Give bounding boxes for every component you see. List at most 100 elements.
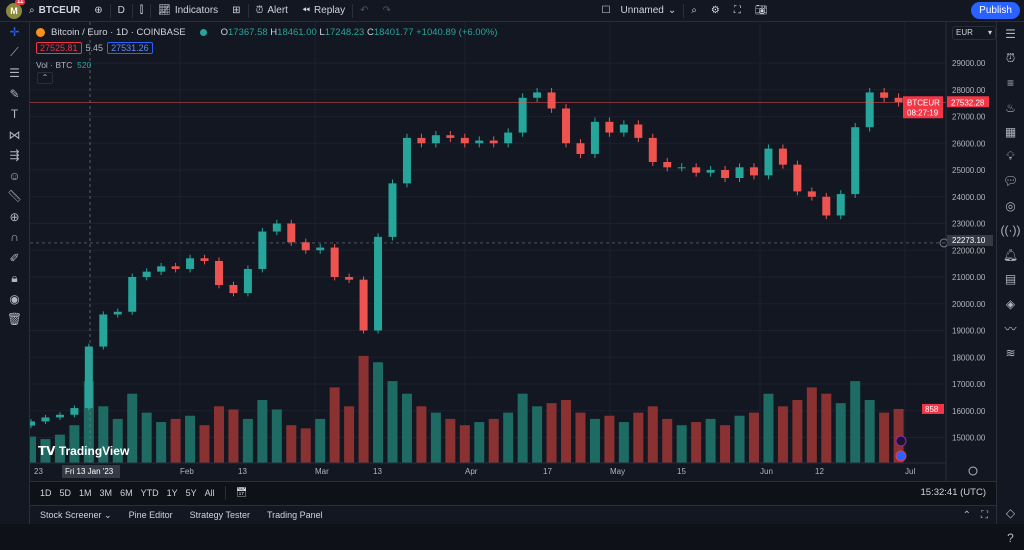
pattern-tool[interactable]: ⋈ [0, 125, 29, 146]
ideas-button[interactable]: 💡︎ [997, 145, 1024, 170]
chat-button[interactable]: 💬︎ [997, 169, 1024, 194]
chevron-up-icon[interactable]: ⌃ [963, 510, 971, 521]
crosshair-tool[interactable]: ✛ [0, 22, 29, 43]
tab-trading-panel[interactable]: Trading Panel [267, 510, 332, 520]
chart-type-button[interactable]: ⫿ [133, 0, 150, 22]
candle-body [56, 415, 64, 418]
calendar-button[interactable]: ▦ [997, 120, 1024, 145]
volume-last-text: 858 [925, 405, 939, 414]
templates-button[interactable]: ⊞ [225, 0, 247, 22]
symbol-title[interactable]: Bitcoin / Euro · 1D · COINBASE [51, 27, 186, 38]
spread: 5.45 [86, 43, 104, 53]
snapshot-button[interactable]: 📷︎ [748, 0, 775, 22]
currency-select[interactable]: EUR▾ [952, 26, 996, 40]
interval-button[interactable]: D [111, 0, 132, 22]
candle-body [186, 258, 194, 269]
range-1d[interactable]: 1D [36, 488, 56, 498]
candle-body [692, 167, 700, 172]
range-ytd[interactable]: YTD [137, 488, 163, 498]
quick-search-button[interactable]: ⌕ [684, 0, 704, 22]
help-button[interactable]: ? [997, 526, 1024, 550]
volume-bar [301, 428, 311, 463]
candle-body [70, 408, 78, 415]
emoji-tool[interactable]: ☺ [0, 166, 29, 187]
candle-body [591, 122, 599, 154]
signal-button[interactable]: ((·)) [997, 218, 1024, 243]
fib-tool[interactable]: ☰ [0, 63, 29, 84]
replay-button[interactable]: ⏪︎Replay [295, 0, 352, 22]
volume-bar [633, 413, 643, 463]
range-5y[interactable]: 5Y [182, 488, 201, 498]
rewind-icon: ⏪︎ [302, 5, 310, 16]
undo-button[interactable]: ↶ [353, 0, 375, 22]
time-tick-label: 17 [543, 467, 552, 476]
ruler-tool[interactable]: 📏︎ [0, 186, 29, 207]
candle-body [417, 138, 425, 143]
alert-button[interactable]: ⏰︎Alert [249, 0, 295, 22]
lock-tool[interactable]: 🔒︎ [0, 268, 29, 289]
candle-body [808, 191, 816, 196]
stay-drawing-tool[interactable]: ✐ [0, 248, 29, 269]
volume-bar [720, 425, 730, 463]
range-5d[interactable]: 5D [56, 488, 76, 498]
zoom-in-icon: ⊕ [9, 210, 19, 224]
zoom-tool[interactable]: ⊕ [0, 207, 29, 228]
bottom-panel: Stock Screener ⌄ Pine Editor Strategy Te… [30, 505, 996, 524]
range-all[interactable]: All [201, 488, 219, 498]
price-chart[interactable]: 29000.0028000.0027000.0026000.0025000.00… [30, 22, 996, 481]
maximize-icon[interactable]: ⛶ [981, 510, 988, 521]
settings-button[interactable]: ⚙ [704, 0, 727, 22]
calendar-icon: ▦ [1005, 125, 1016, 139]
trendline-tool[interactable]: ⟋ [0, 43, 29, 64]
goto-date-button[interactable]: 📅︎ [232, 487, 251, 498]
fullscreen-button[interactable]: ⛶ [727, 0, 748, 22]
tab-pine-editor[interactable]: Pine Editor [129, 510, 182, 520]
hotlist-button[interactable]: ♨ [997, 96, 1024, 121]
prediction-icon: ⇶ [9, 148, 19, 162]
range-3m[interactable]: 3M [96, 488, 117, 498]
pine-button[interactable]: ≋ [997, 341, 1024, 366]
collapse-legend-button[interactable]: ⌃ [37, 72, 53, 84]
tab-strategy-tester[interactable]: Strategy Tester [190, 510, 259, 520]
prediction-tool[interactable]: ⇶ [0, 145, 29, 166]
sell-button[interactable]: 27525.81 [36, 42, 82, 54]
last-price-text: 27532.28 [951, 98, 985, 107]
trading-button[interactable]: 〰 [997, 316, 1024, 341]
products-button[interactable]: ◇ [997, 501, 1024, 526]
streams-button[interactable]: ◎ [997, 194, 1024, 219]
indicators-button[interactable]: 📈︎Indicators [151, 0, 225, 22]
symbol-search-button[interactable]: ⌕BTCEUR [22, 0, 87, 22]
buy-button[interactable]: 27531.26 [107, 42, 153, 54]
range-1m[interactable]: 1M [75, 488, 96, 498]
text-tool[interactable]: T [0, 104, 29, 125]
compare-button[interactable]: ⊕ [87, 0, 109, 22]
alarm-icon: ⏰︎ [1006, 51, 1015, 66]
candle-body [519, 98, 527, 133]
bitcoin-logo [36, 28, 45, 37]
redo-button[interactable]: ↷ [375, 0, 397, 22]
candle-body [229, 285, 237, 293]
candle-body [605, 122, 613, 133]
volume-bar [489, 419, 499, 463]
alerts-button[interactable]: ⏰︎ [997, 47, 1024, 72]
brush-tool[interactable]: ✎ [0, 84, 29, 105]
candle-body [287, 224, 295, 243]
data-window-button[interactable]: ◈ [997, 292, 1024, 317]
publish-button[interactable]: Publish [971, 2, 1020, 19]
volume-bar [778, 406, 788, 463]
range-1y[interactable]: 1Y [163, 488, 182, 498]
hide-tool[interactable]: ◉ [0, 289, 29, 310]
remove-tool[interactable]: 🗑︎ [0, 309, 29, 330]
range-6m[interactable]: 6M [116, 488, 137, 498]
candle-body [490, 141, 498, 144]
notifications-button[interactable]: 🔔︎ [997, 243, 1024, 268]
notes-button[interactable]: ▤ [997, 267, 1024, 292]
tab-stock-screener[interactable]: Stock Screener ⌄ [40, 510, 121, 521]
watchlist-button[interactable]: ☰ [997, 22, 1024, 47]
search-icon: ⌕ [691, 5, 697, 16]
clock[interactable]: 15:32:41 (UTC) [921, 487, 986, 498]
object-tree-button[interactable]: ≡ [997, 71, 1024, 96]
magnet-tool[interactable]: ∩ [0, 227, 29, 248]
layout-button[interactable]: ☐Unnamed⌄ [595, 0, 684, 22]
